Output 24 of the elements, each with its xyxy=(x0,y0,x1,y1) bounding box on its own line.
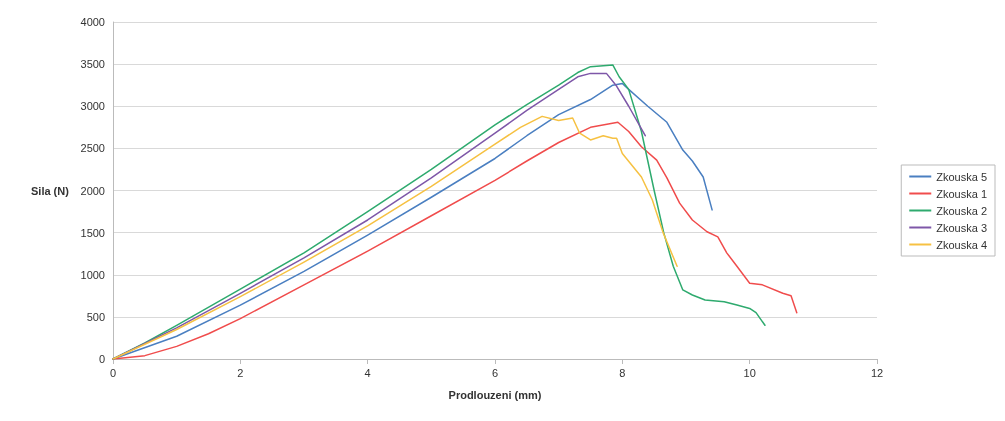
x-tick-label: 10 xyxy=(743,366,756,379)
line-series xyxy=(112,115,678,360)
x-tick-label: 6 xyxy=(491,366,499,379)
y-tick-label: 3000 xyxy=(80,100,105,113)
y-tick-label: 2000 xyxy=(80,184,105,197)
legend-label: Zkouska 2 xyxy=(936,204,987,217)
x-tick-label: 2 xyxy=(237,366,244,379)
legend-label: Zkouska 4 xyxy=(936,238,987,251)
y-axis-title: Sila (N) xyxy=(31,184,70,197)
y-tick-label: 500 xyxy=(86,310,105,323)
y-tick-label: 1500 xyxy=(80,226,105,239)
y-tick-label: 2500 xyxy=(80,142,105,155)
y-tick-label: 1000 xyxy=(80,268,105,281)
legend-label: Zkouska 1 xyxy=(936,187,987,200)
legend-label: Zkouska 3 xyxy=(936,221,987,234)
x-tick-label: 12 xyxy=(870,366,884,379)
legend-label: Zkouska 5 xyxy=(936,170,987,183)
x-tick-label: 0 xyxy=(109,366,117,379)
y-tick-label: 4000 xyxy=(80,16,105,28)
x-axis-title: Prodlouzeni (mm) xyxy=(448,388,542,401)
y-tick-label: 3500 xyxy=(80,58,105,71)
x-tick-label: 8 xyxy=(619,366,626,379)
x-tick-label: 4 xyxy=(364,366,371,379)
y-tick-label: 0 xyxy=(98,353,105,365)
